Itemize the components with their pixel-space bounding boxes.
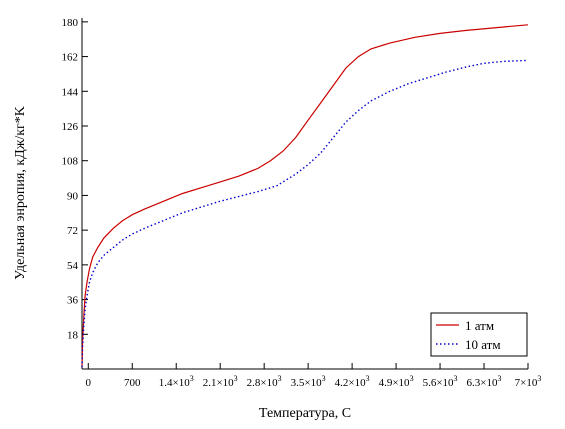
y-tick-label: 144 bbox=[62, 86, 79, 98]
y-tick-label: 180 bbox=[62, 17, 79, 29]
x-tick-label: 6.3×103 bbox=[467, 374, 502, 389]
y-tick-label: 126 bbox=[62, 121, 79, 133]
y-axis-ticks: 18 36 54 72 90 108 126 144 162 180 bbox=[62, 17, 88, 341]
y-tick-label: 108 bbox=[62, 156, 79, 168]
y-tick-label: 72 bbox=[67, 225, 78, 237]
plot-frame bbox=[81, 18, 528, 370]
x-axis-title: Температура, С bbox=[259, 406, 351, 421]
x-axis-ticks: 0 700 1.4×103 2.1×103 2.8×103 3.5×103 4.2×103 4… bbox=[86, 363, 542, 389]
x-tick-label: 5.6×103 bbox=[423, 374, 458, 389]
series-line-1 bbox=[81, 59, 529, 368]
x-tick-label: 2.8×103 bbox=[247, 374, 282, 389]
x-tick-label: 1.4×103 bbox=[159, 374, 194, 389]
y-tick-label: 54 bbox=[67, 260, 79, 272]
legend-label-10atm: 10 атм bbox=[465, 337, 501, 352]
y-tick-label: 90 bbox=[67, 190, 79, 202]
series-line-0 bbox=[81, 24, 529, 368]
x-tick-label: 7×103 bbox=[515, 374, 542, 389]
x-tick-label: 3.5×103 bbox=[291, 374, 326, 389]
y-tick-label: 162 bbox=[62, 52, 79, 64]
x-tick-label: 2.1×103 bbox=[203, 374, 238, 389]
x-tick-label: 0 bbox=[86, 377, 92, 389]
x-tick-label: 700 bbox=[124, 377, 141, 389]
y-tick-label: 18 bbox=[67, 329, 79, 341]
x-tick-label: 4.9×103 bbox=[379, 374, 414, 389]
series-lines bbox=[81, 24, 529, 368]
legend-box bbox=[430, 312, 528, 357]
y-axis-title: Удельная энропия, кДж/кг*K bbox=[13, 106, 28, 280]
x-tick-label: 4.2×103 bbox=[335, 374, 370, 389]
legend-label-1atm: 1 атм bbox=[465, 318, 494, 333]
legend: 1 атм 10 атм bbox=[430, 312, 528, 357]
y-tick-label: 36 bbox=[67, 295, 79, 307]
